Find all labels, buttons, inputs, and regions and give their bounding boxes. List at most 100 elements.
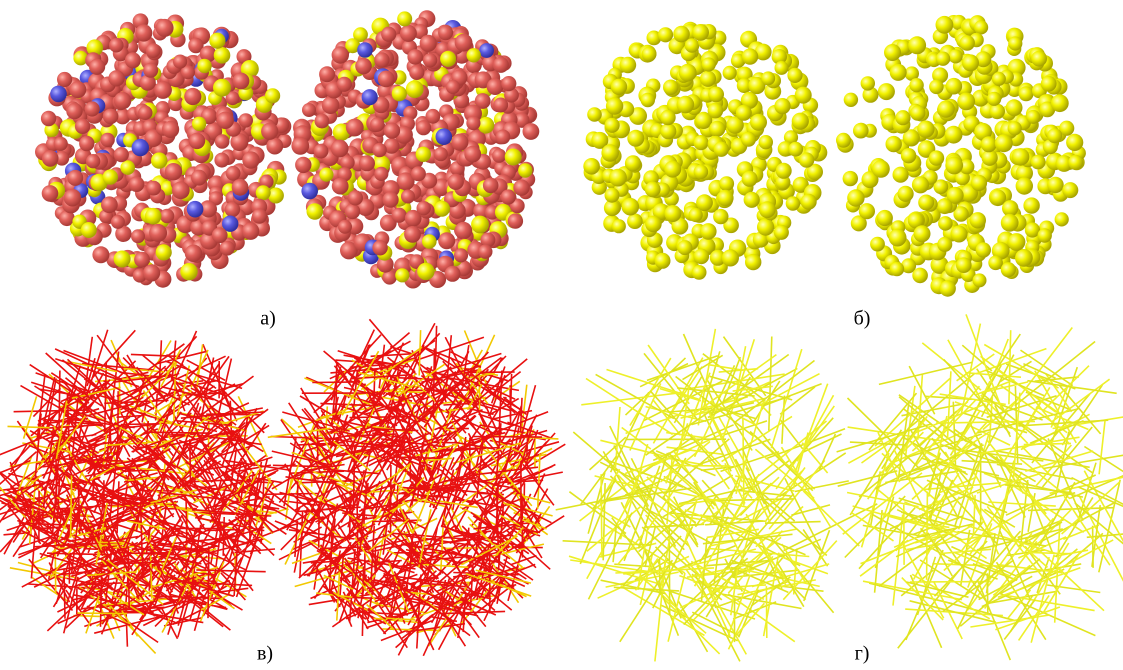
sphere [487,78,504,95]
sphere [156,244,172,260]
sphere [971,175,987,191]
sphere [103,109,119,125]
stick [879,362,972,384]
stick [580,478,615,564]
sphere [645,182,661,198]
sphere [217,112,234,129]
sphere [483,178,499,194]
stick [796,384,828,471]
sphere [713,209,728,224]
sphere [1008,121,1022,135]
sphere [714,142,729,157]
sphere [870,237,885,252]
sphere [213,79,231,97]
sphere [723,66,737,80]
sphere [1012,148,1030,166]
sphere [143,63,158,78]
sphere [301,183,318,200]
sphere [1008,233,1026,251]
sphere [149,224,167,242]
stick [765,522,821,524]
sphere [836,133,851,148]
sphere [212,227,228,243]
sphere [214,47,231,64]
stick [653,358,702,444]
sphere [745,254,761,270]
sphere [1015,249,1033,267]
sphere [215,134,230,149]
sphere [801,194,817,210]
sphere [378,71,395,88]
sphere [774,225,789,240]
sphere [664,205,681,222]
sphere [700,71,716,87]
stick [119,381,120,415]
sphere [989,104,1005,120]
sphere [702,57,716,71]
sphere [847,189,864,206]
sphere [957,93,975,111]
sphere [455,222,473,240]
sphere [295,157,311,173]
stick [996,451,1089,467]
stick [86,596,99,634]
sphere [949,49,963,63]
sphere [239,113,253,127]
sphere [407,49,423,65]
sphere [606,97,623,114]
sphere [496,130,511,145]
sphere [501,76,516,91]
sphere [1019,86,1034,101]
sphere [917,121,934,138]
panel-label: г) [855,643,870,665]
sphere [422,234,437,249]
sphere [719,176,734,191]
stick [743,418,744,506]
sphere [233,73,250,90]
sphere [742,171,758,187]
stick [77,613,127,614]
sphere [109,38,124,53]
sphere [42,185,59,202]
sphere [1047,177,1063,193]
sphere [346,119,364,137]
sphere [761,71,775,85]
sphere [1031,155,1046,170]
sphere [940,280,956,296]
sphere [693,135,708,150]
sphere [417,263,434,280]
sphere [471,216,489,234]
sphere [438,232,455,249]
sphere [1055,212,1069,226]
stick [803,491,859,546]
sphere [434,201,450,217]
sphere [114,92,131,109]
sphere [787,68,802,83]
sphere [960,35,975,50]
stick [0,511,38,553]
sphere [890,262,905,277]
sphere [587,107,602,122]
stick [145,432,211,433]
sphere [401,190,415,204]
sphere [331,140,349,158]
sphere [776,163,792,179]
sphere [446,80,460,94]
panel-d-lines [556,314,1123,661]
sphere [700,223,717,240]
sphere [114,251,131,268]
sphere [416,147,431,162]
stick [780,419,803,449]
panel-b-spheres [583,15,1086,297]
sphere [69,81,86,98]
sphere [988,255,1003,270]
stick [110,426,111,452]
sphere [1006,99,1023,116]
sphere [261,123,278,140]
sphere [673,26,690,43]
sphere [689,208,703,222]
sphere [134,252,150,268]
sphere [909,78,923,92]
sphere [938,216,953,231]
sphere [878,83,895,100]
